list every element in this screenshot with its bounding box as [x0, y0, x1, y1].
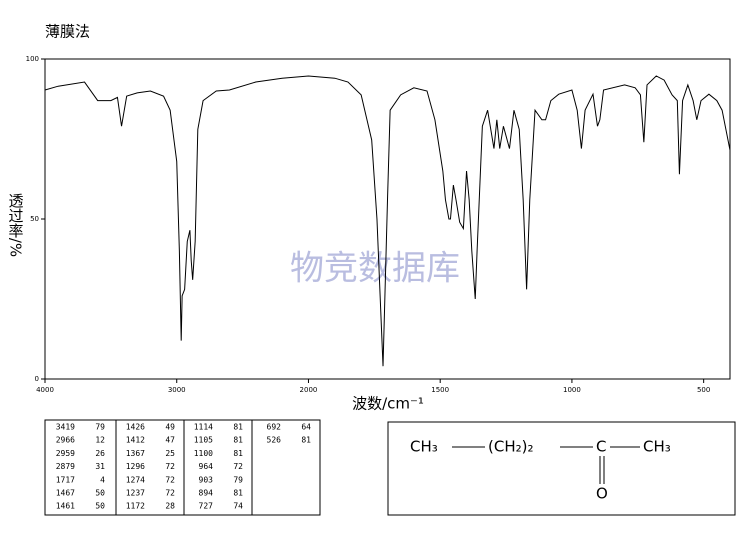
- peak-wavenumber: 1717: [56, 475, 75, 484]
- peak-wavenumber: 3419: [56, 423, 75, 432]
- peak-transmittance: 47: [165, 436, 175, 445]
- x-tick-label: 1000: [563, 386, 581, 394]
- peak-table-frame: [44, 419, 321, 516]
- peak-wavenumber: 2966: [56, 436, 75, 445]
- peak-transmittance: 50: [95, 502, 105, 511]
- spectrum-line: [44, 75, 731, 367]
- peak-transmittance: 72: [165, 489, 175, 498]
- plot-frame: [44, 58, 731, 380]
- peak-transmittance: 28: [165, 502, 175, 511]
- peak-transmittance: 74: [233, 502, 243, 511]
- peak-transmittance: 26: [95, 449, 105, 458]
- peak-wavenumber: 1114: [194, 423, 213, 432]
- structure-group: C: [596, 438, 606, 456]
- peak-wavenumber: 964: [199, 462, 214, 471]
- peak-transmittance: 49: [165, 423, 175, 432]
- x-tick-label: 500: [697, 386, 710, 394]
- peak-transmittance: 81: [233, 489, 243, 498]
- structure-group: CH₃: [410, 438, 438, 456]
- peak-wavenumber: 2879: [56, 462, 75, 471]
- peak-wavenumber: 1367: [126, 449, 145, 458]
- peak-wavenumber: 1426: [126, 423, 145, 432]
- peak-wavenumber: 727: [199, 502, 214, 511]
- peak-transmittance: 81: [233, 449, 243, 458]
- peak-wavenumber: 1461: [56, 502, 75, 511]
- structure: CH₃ (CH₂)₂ C CH₃ O: [410, 438, 671, 503]
- peak-wavenumber: 1105: [194, 436, 213, 445]
- peak-transmittance: 72: [233, 462, 243, 471]
- y-tick-label: 0: [35, 375, 39, 383]
- peak-transmittance: 81: [233, 423, 243, 432]
- peak-transmittance: 81: [301, 436, 311, 445]
- peak-wavenumber: 1237: [126, 489, 145, 498]
- x-tick-label: 4000: [36, 386, 54, 394]
- peak-transmittance: 12: [95, 436, 105, 445]
- peak-wavenumber: 1412: [126, 436, 145, 445]
- peak-wavenumber: 1296: [126, 462, 145, 471]
- chart-title: 薄膜法: [45, 23, 90, 41]
- structure-frame: [387, 421, 736, 516]
- peak-wavenumber: 526: [267, 436, 282, 445]
- peak-transmittance: 31: [95, 462, 105, 471]
- x-tick-label: 2000: [300, 386, 318, 394]
- peak-transmittance: 64: [301, 423, 311, 432]
- peak-transmittance: 81: [233, 436, 243, 445]
- peak-transmittance: 72: [165, 475, 175, 484]
- watermark: 物竞数据库: [290, 249, 460, 289]
- y-axis-label: 透过率/%: [7, 193, 25, 257]
- x-axis-label: 波数/cm⁻¹: [352, 395, 424, 413]
- structure-oxygen: O: [596, 485, 608, 503]
- y-tick-label: 100: [26, 55, 39, 63]
- x-tick-label: 1500: [431, 386, 449, 394]
- peak-wavenumber: 1100: [194, 449, 213, 458]
- peak-transmittance: 79: [95, 423, 105, 432]
- peak-transmittance: 72: [165, 462, 175, 471]
- peak-wavenumber: 692: [267, 423, 282, 432]
- y-tick-label: 50: [30, 215, 39, 223]
- peak-wavenumber: 903: [199, 475, 214, 484]
- peak-wavenumber: 1467: [56, 489, 75, 498]
- peak-transmittance: 50: [95, 489, 105, 498]
- peak-wavenumber: 1172: [126, 502, 145, 511]
- peak-transmittance: 25: [165, 449, 175, 458]
- peak-transmittance: 79: [233, 475, 243, 484]
- structure-group: (CH₂)₂: [488, 438, 533, 456]
- peak-transmittance: 4: [100, 475, 105, 484]
- x-tick-label: 3000: [168, 386, 186, 394]
- peak-wavenumber: 1274: [126, 475, 145, 484]
- structure-group: CH₃: [643, 438, 671, 456]
- peak-wavenumber: 894: [199, 489, 214, 498]
- peak-wavenumber: 2959: [56, 449, 75, 458]
